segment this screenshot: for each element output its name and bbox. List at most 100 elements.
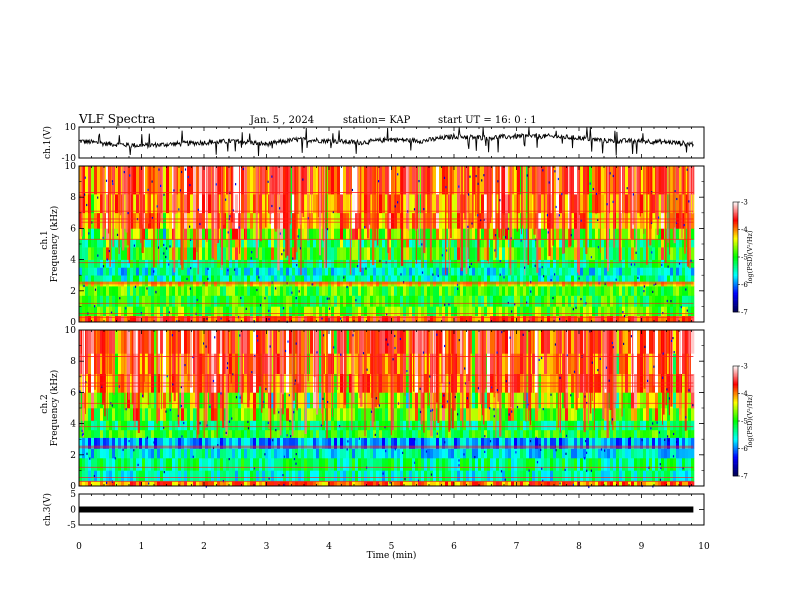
ch1-spectrogram-speck <box>292 257 294 260</box>
ch1-spectrogram-cell <box>310 286 314 296</box>
ch1-spectrogram-cell <box>370 259 374 268</box>
ch1-spectrogram-cell <box>508 267 512 276</box>
ch2-spectrogram-cell <box>421 408 425 421</box>
ch1-spectrogram-cell <box>313 212 317 229</box>
ch2-spectrogram-cell <box>118 330 122 354</box>
ch2-spectrogram-cell <box>277 448 281 459</box>
ch1-spectrogram-cell <box>541 315 545 323</box>
ch2-spectrogram-cell <box>97 392 101 409</box>
ch2-spectrogram-cell <box>115 330 119 354</box>
ch1-spectrogram-cell <box>247 295 251 307</box>
ch1-spectrogram-cell <box>388 295 392 307</box>
ch1-spectrogram-cell <box>643 295 647 307</box>
ch2-spectrogram-cell <box>130 429 134 438</box>
ch1-spectrogram-cell <box>511 228 515 240</box>
ch1-spectrogram-speck <box>477 214 479 217</box>
ch2-spectrogram-cell <box>163 408 167 421</box>
ch2-spectrogram-cell <box>154 330 158 354</box>
ch1-spectrogram-cell <box>496 267 500 276</box>
ch2-spectrogram-cell <box>265 420 269 431</box>
ch2-spectrogram-cell <box>106 470 110 482</box>
ch1-spectrogram-speck <box>686 309 688 312</box>
ch1-spectrogram-streak <box>495 166 497 258</box>
ch2-spectrogram-cell <box>271 408 275 421</box>
ch1-spectrogram-streak <box>450 166 452 238</box>
ch1-spectrogram-cell <box>307 247 311 260</box>
ch2-spectrogram-cell <box>376 429 380 438</box>
ch1-spectrogram-cell <box>130 306 134 317</box>
ch2-spectrogram-cell <box>226 457 230 471</box>
ch1-spectrogram-cell <box>583 228 587 240</box>
ch1-spectrogram-cell <box>589 267 593 276</box>
ch1-spectrogram-speck <box>526 174 528 177</box>
ch2-spectrogram-cell <box>82 481 86 487</box>
ch1-spectrogram-cell <box>547 306 551 317</box>
ch1-spectrogram-cell <box>223 275 227 282</box>
ch1-spectrogram-cell <box>244 267 248 276</box>
ch1-spectrogram-cell <box>457 212 461 229</box>
ch1-spectrogram-cell <box>115 275 119 282</box>
ch2-spectrogram-cell <box>331 457 335 471</box>
ch1-spectrogram-cell <box>82 194 86 214</box>
ch1-spectrogram-cell <box>568 286 572 296</box>
ch1-spectrogram-cell <box>538 166 542 195</box>
ch1-spectrogram-cell <box>499 212 503 229</box>
ch2-spectrogram-cell <box>187 408 191 421</box>
ch1-spectrogram-cell <box>469 275 473 282</box>
ch1-spectrogram-cell <box>478 259 482 268</box>
ch1-spectrogram-cell <box>97 212 101 229</box>
ch2-spectrogram-cell <box>259 470 263 482</box>
ch2-spectrogram-cell <box>94 408 98 421</box>
ch1-spectrogram-cell <box>370 194 374 214</box>
ch2-spectrogram-cell <box>247 408 251 421</box>
ch1-spectrogram-cell <box>205 247 209 260</box>
ch1-spectrogram-cell <box>214 286 218 296</box>
ch2-spectrogram-cell <box>175 420 179 431</box>
ch2-spectrogram-cell <box>430 481 434 487</box>
ch1-spectrogram-cell <box>193 275 197 282</box>
ch2-spectrogram-cell <box>364 353 368 374</box>
ch1-spectrogram-cell <box>670 275 674 282</box>
ch2-spectrogram-cell <box>331 437 335 449</box>
ch1-spectrogram-cell <box>508 275 512 282</box>
ch1-spectrogram-cell <box>625 306 629 317</box>
ch1-spectrogram-cell <box>313 247 317 260</box>
ch1-spectrogram-cell <box>388 275 392 282</box>
ch2-spectrogram-cell <box>136 392 140 409</box>
ch2-spectrogram-cell <box>283 448 287 459</box>
y-tick-label: 2 <box>70 287 76 297</box>
ch1-spectrogram-cell <box>652 212 656 229</box>
ch1-spectrogram-cell <box>538 306 542 317</box>
ch1-spectrogram-cell <box>454 306 458 317</box>
ch2-spectrogram-cell <box>166 481 170 487</box>
ch2-spectrogram-cell <box>214 330 218 354</box>
ch1-spectrogram-cell <box>160 166 164 195</box>
ch2-spectrogram-cell <box>124 470 128 482</box>
ch1-spectrogram-cell <box>217 295 221 307</box>
ch2-spectrogram-cell <box>295 481 299 487</box>
ch1-spectrogram-cell <box>469 166 473 195</box>
ch1-spectrogram-cell <box>367 259 371 268</box>
ch1-spectrogram-speck <box>418 180 420 183</box>
ch1-spectrogram-cell <box>106 295 110 307</box>
ch2-spectrogram-cell <box>397 457 401 471</box>
ch1-spectrogram-cell <box>313 275 317 282</box>
ch1-spectrogram-cell <box>241 306 245 317</box>
ch2-spectrogram-cell <box>301 481 305 487</box>
ch2-spectrogram-cell <box>235 429 239 438</box>
ch2-spectrogram-cell <box>157 470 161 482</box>
ch2-spectrogram-cell <box>208 437 212 449</box>
ch1-spectrogram-cell <box>142 259 146 268</box>
ch1-spectrogram-cell <box>283 228 287 240</box>
ch1-spectrogram-cell <box>427 259 431 268</box>
ch1-spectrogram-cell <box>490 239 494 248</box>
ch1-spectrogram-cell <box>643 286 647 296</box>
ch1-spectrogram-cell <box>670 247 674 260</box>
ch1-spectrogram-cell <box>442 212 446 229</box>
ch1-spectrogram-cell <box>589 306 593 317</box>
ch2-spectrogram-cell <box>412 420 416 431</box>
ch1-spectrogram-cell <box>553 259 557 268</box>
ch1-spectrogram-cell <box>646 315 650 323</box>
ch1-spectrogram-cell <box>538 286 542 296</box>
ch2-spectrogram-cell <box>376 437 380 449</box>
